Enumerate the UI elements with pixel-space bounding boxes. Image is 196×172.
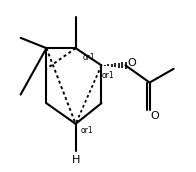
Text: or1: or1 (102, 71, 114, 79)
Text: H: H (72, 155, 80, 165)
Text: O: O (151, 111, 159, 121)
Text: or1: or1 (81, 126, 93, 135)
Text: O: O (127, 58, 136, 68)
Text: or1: or1 (83, 53, 95, 62)
